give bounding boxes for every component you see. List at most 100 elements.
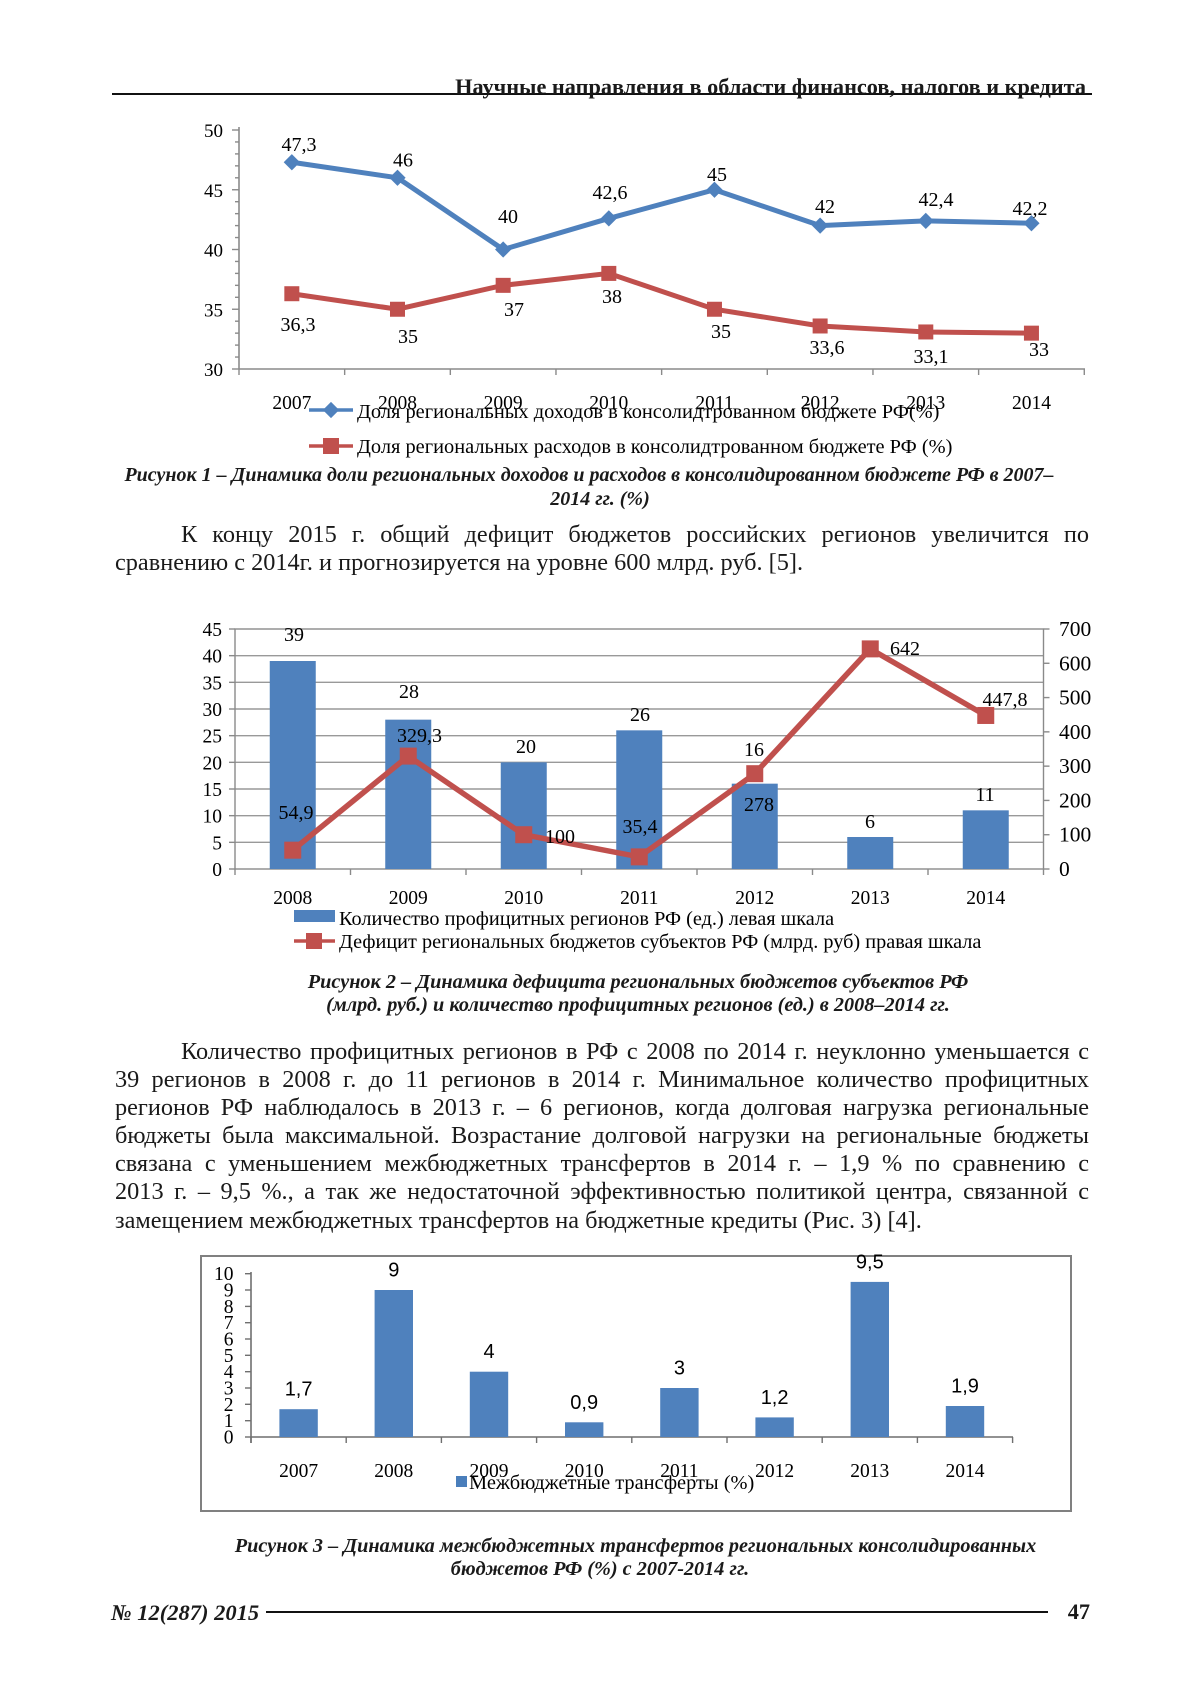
- svg-text:0: 0: [224, 1428, 234, 1449]
- svg-text:2010: 2010: [565, 1461, 604, 1482]
- svg-text:0,9: 0,9: [570, 1392, 598, 1414]
- svg-text:35: 35: [203, 673, 223, 694]
- svg-text:35: 35: [711, 321, 731, 343]
- svg-text:20: 20: [203, 753, 223, 774]
- svg-text:1,9: 1,9: [951, 1376, 979, 1398]
- svg-text:1,7: 1,7: [285, 1379, 313, 1401]
- svg-text:278: 278: [744, 794, 774, 816]
- svg-text:2007: 2007: [279, 1461, 318, 1482]
- svg-text:30: 30: [203, 700, 223, 721]
- svg-text:36,3: 36,3: [281, 314, 316, 336]
- svg-text:47,3: 47,3: [282, 134, 317, 156]
- svg-text:642: 642: [890, 638, 920, 660]
- svg-text:54,9: 54,9: [279, 802, 314, 824]
- svg-text:28: 28: [399, 681, 419, 703]
- svg-text:46: 46: [393, 150, 413, 172]
- svg-text:Дефицит региональных бюджетов: Дефицит региональных бюджетов субъектов …: [339, 931, 981, 953]
- svg-text:35: 35: [204, 300, 223, 321]
- svg-text:2013: 2013: [851, 888, 890, 909]
- svg-text:45: 45: [203, 620, 223, 641]
- svg-text:2008: 2008: [378, 393, 417, 414]
- svg-text:0: 0: [212, 860, 222, 881]
- svg-text:9: 9: [388, 1260, 399, 1282]
- svg-text:2010: 2010: [589, 393, 628, 414]
- svg-text:30: 30: [204, 360, 223, 381]
- svg-text:45: 45: [707, 164, 727, 186]
- svg-text:8: 8: [224, 1297, 234, 1318]
- svg-text:2: 2: [224, 1395, 234, 1416]
- svg-text:35,4: 35,4: [623, 816, 658, 838]
- svg-text:Доля региональных доходов в ко: Доля региональных доходов в консолидтров…: [357, 401, 939, 423]
- svg-text:3: 3: [674, 1358, 685, 1380]
- svg-text:200: 200: [1059, 788, 1091, 812]
- svg-text:400: 400: [1059, 720, 1091, 744]
- svg-text:39: 39: [284, 624, 304, 646]
- svg-text:7: 7: [224, 1313, 234, 1334]
- svg-text:2014: 2014: [966, 888, 1005, 909]
- svg-text:42,4: 42,4: [919, 189, 954, 211]
- svg-text:3: 3: [224, 1379, 234, 1400]
- svg-text:0: 0: [1059, 857, 1070, 881]
- svg-text:26: 26: [630, 704, 650, 726]
- svg-text:2010: 2010: [504, 888, 543, 909]
- svg-text:25: 25: [203, 727, 223, 748]
- svg-text:37: 37: [504, 299, 524, 321]
- svg-text:2011: 2011: [695, 393, 733, 414]
- svg-text:500: 500: [1059, 686, 1091, 710]
- svg-text:33,1: 33,1: [914, 346, 949, 368]
- svg-text:2012: 2012: [801, 393, 840, 414]
- svg-text:2009: 2009: [484, 393, 523, 414]
- svg-text:20: 20: [516, 736, 536, 758]
- svg-text:2008: 2008: [273, 888, 312, 909]
- svg-text:4: 4: [483, 1341, 494, 1363]
- svg-text:16: 16: [744, 739, 764, 761]
- svg-text:100: 100: [545, 826, 575, 848]
- svg-text:100: 100: [1059, 823, 1091, 847]
- svg-text:11: 11: [975, 784, 994, 806]
- svg-text:600: 600: [1059, 651, 1091, 675]
- svg-text:2012: 2012: [755, 1461, 794, 1482]
- svg-text:6: 6: [224, 1330, 234, 1351]
- svg-text:10: 10: [203, 807, 223, 828]
- svg-text:2007: 2007: [272, 393, 311, 414]
- svg-text:329,3: 329,3: [397, 725, 442, 747]
- svg-text:2013: 2013: [906, 393, 945, 414]
- svg-text:10: 10: [214, 1264, 234, 1285]
- svg-text:9,5: 9,5: [856, 1251, 884, 1273]
- svg-text:2011: 2011: [620, 888, 658, 909]
- svg-text:2012: 2012: [735, 888, 774, 909]
- svg-text:45: 45: [204, 181, 223, 202]
- svg-text:4: 4: [224, 1362, 234, 1383]
- svg-text:35: 35: [398, 326, 418, 348]
- svg-text:38: 38: [602, 286, 622, 308]
- svg-text:5: 5: [224, 1346, 234, 1367]
- svg-text:2008: 2008: [374, 1461, 413, 1482]
- svg-text:2011: 2011: [660, 1461, 698, 1482]
- svg-text:447,8: 447,8: [983, 689, 1028, 711]
- svg-text:9: 9: [224, 1281, 234, 1302]
- svg-text:300: 300: [1059, 754, 1091, 778]
- svg-text:33: 33: [1029, 339, 1049, 361]
- svg-text:Межбюджетные трансферты (%): Межбюджетные трансферты (%): [469, 1472, 754, 1494]
- svg-text:42,6: 42,6: [593, 182, 628, 204]
- svg-text:700: 700: [1059, 617, 1091, 641]
- svg-text:33,6: 33,6: [810, 337, 845, 359]
- svg-text:2014: 2014: [1012, 393, 1051, 414]
- svg-text:2013: 2013: [850, 1461, 889, 1482]
- svg-text:2009: 2009: [470, 1461, 509, 1482]
- svg-text:15: 15: [203, 780, 223, 801]
- svg-text:2014: 2014: [946, 1461, 985, 1482]
- svg-text:40: 40: [498, 206, 518, 228]
- svg-text:Количество профицитных регионо: Количество профицитных регионов РФ (ед.)…: [339, 908, 834, 930]
- svg-text:42,2: 42,2: [1013, 198, 1048, 220]
- svg-text:5: 5: [212, 833, 222, 854]
- svg-text:Доля региональных расходов в к: Доля региональных расходов в консолидтро…: [357, 436, 952, 458]
- svg-text:40: 40: [203, 647, 223, 668]
- svg-text:1: 1: [224, 1411, 234, 1432]
- svg-text:1,2: 1,2: [761, 1387, 789, 1409]
- svg-text:42: 42: [815, 196, 835, 218]
- svg-text:6: 6: [865, 811, 875, 833]
- svg-text:40: 40: [204, 241, 223, 262]
- svg-text:50: 50: [204, 121, 223, 142]
- svg-text:2009: 2009: [389, 888, 428, 909]
